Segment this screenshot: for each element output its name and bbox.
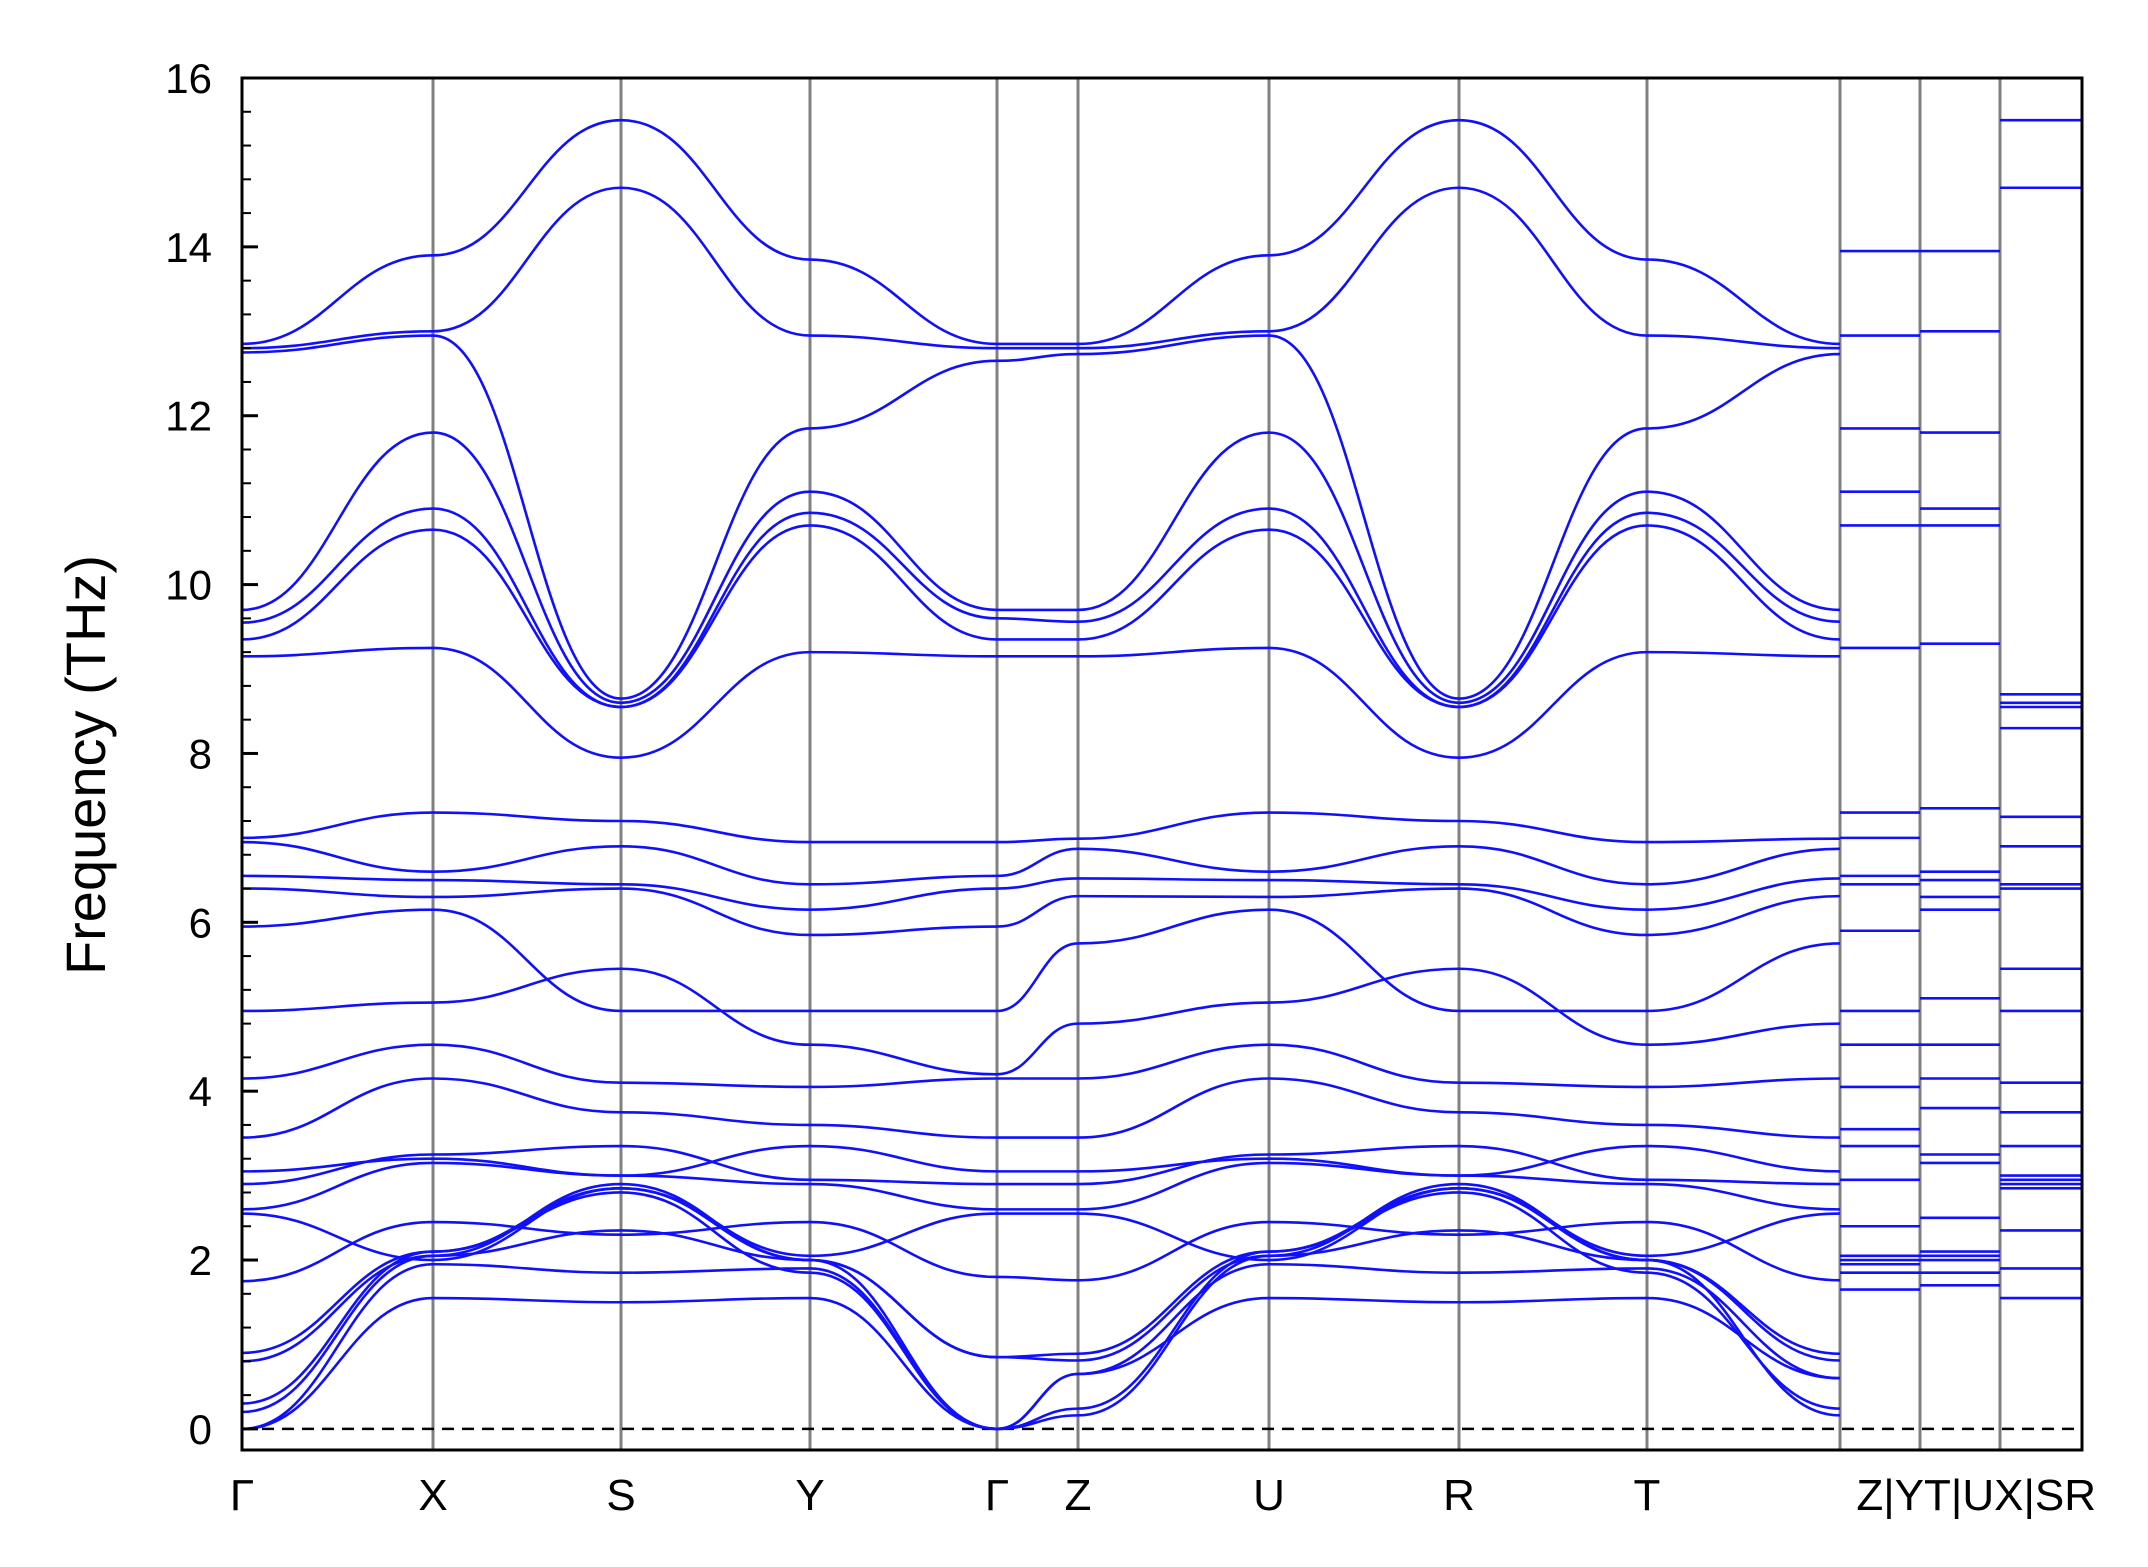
y-tick-label: 4 bbox=[189, 1068, 212, 1115]
x-tick-label: Z|YT|UX|SR bbox=[1856, 1471, 2096, 1520]
x-tick-label: T bbox=[1634, 1471, 1661, 1520]
x-tick-label: R bbox=[1443, 1471, 1475, 1520]
x-tick-labels: Γ X S Y Γ Z U R T Z|YT|UX|SR bbox=[230, 1471, 2096, 1520]
plot-area bbox=[240, 76, 2084, 1452]
band-line bbox=[241, 118, 1841, 346]
y-tick-label: 0 bbox=[189, 1406, 212, 1453]
x-tick-label: X bbox=[418, 1471, 447, 1520]
band-line bbox=[241, 908, 1841, 1013]
x-tick-label: Γ bbox=[985, 1471, 1009, 1520]
band-line bbox=[241, 1229, 1841, 1431]
band-line bbox=[241, 186, 1841, 350]
band-line bbox=[241, 1191, 1841, 1431]
band-line bbox=[241, 431, 1841, 705]
y-tick-label: 16 bbox=[165, 55, 212, 102]
y-tick-label: 8 bbox=[189, 730, 212, 777]
band-line bbox=[241, 1144, 1841, 1177]
band-line bbox=[241, 1043, 1841, 1089]
band-line bbox=[241, 1220, 1841, 1283]
x-tick-label: Z bbox=[1065, 1471, 1092, 1520]
band-line bbox=[241, 646, 1841, 759]
y-tick-labels: 0 2 4 6 8 10 12 14 16 bbox=[165, 55, 258, 1453]
x-tick-label: S bbox=[606, 1471, 635, 1520]
x-tick-label: U bbox=[1253, 1471, 1285, 1520]
band-line bbox=[241, 887, 1841, 937]
y-tick-label: 10 bbox=[165, 562, 212, 609]
y-tick-label: 6 bbox=[189, 899, 212, 946]
x-tick-label: Y bbox=[795, 1471, 824, 1520]
band-line bbox=[241, 840, 1841, 886]
band-line bbox=[241, 1296, 1841, 1431]
band-line bbox=[241, 967, 1841, 1076]
band-line bbox=[241, 334, 1841, 700]
band-line bbox=[241, 874, 1841, 911]
band-line bbox=[241, 1144, 1841, 1186]
band-line bbox=[241, 1077, 1841, 1139]
y-tick-label: 12 bbox=[165, 393, 212, 440]
band-line bbox=[241, 1262, 1841, 1431]
band-line bbox=[241, 811, 1841, 844]
plot-frame bbox=[240, 76, 2084, 1452]
band-line bbox=[241, 1161, 1841, 1211]
y-tick-label: 2 bbox=[189, 1237, 212, 1284]
x-tick-label: Γ bbox=[230, 1471, 254, 1520]
y-tick-label: 14 bbox=[165, 224, 212, 271]
band-line bbox=[241, 507, 1841, 709]
band-line bbox=[241, 1186, 1841, 1262]
band-line bbox=[241, 524, 1841, 709]
y-axis-label: Frequency (THz) bbox=[54, 555, 117, 975]
